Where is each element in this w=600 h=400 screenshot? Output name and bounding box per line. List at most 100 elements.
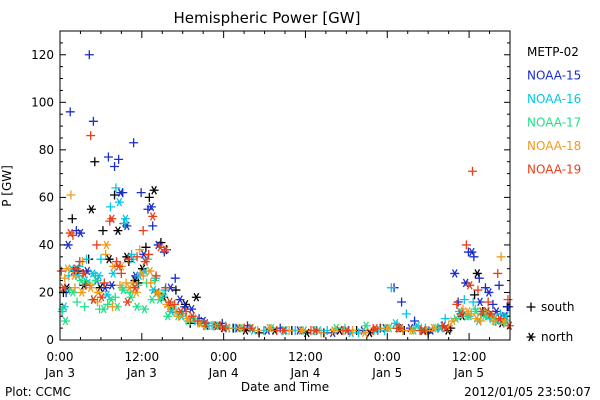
data-point-noaa-17-north	[163, 311, 173, 321]
data-point-noaa-15-south	[88, 116, 98, 126]
data-point-metp-02-south	[470, 290, 480, 300]
y-tick-label: 100	[31, 95, 54, 109]
data-point-metp-02-north	[149, 185, 159, 195]
data-point-noaa-19-north	[114, 261, 124, 271]
data-point-noaa-19-north	[486, 309, 496, 319]
data-point-noaa-16-south	[440, 314, 450, 324]
axes: 0 20 40 60 80 100 120 0:00 Jan 3 12:00 Jan 3 0:00 Ja…	[31, 31, 510, 380]
data-point-noaa-15-south	[410, 316, 420, 326]
data-point-noaa-15-south	[110, 161, 120, 171]
x-axis-label: Date and Time	[241, 380, 329, 394]
data-point-noaa-15-south	[103, 152, 113, 162]
x-tick-time-label: 0:00	[47, 350, 74, 364]
data-point-noaa-19-north	[88, 295, 98, 304]
data-point-noaa-19-north	[219, 323, 229, 333]
data-point-noaa-19-south	[75, 257, 85, 267]
data-point-noaa-18-north	[472, 314, 482, 323]
chart-title: Hemispheric Power [GW]	[174, 9, 361, 27]
data-point-noaa-17-north	[99, 304, 109, 314]
legend-entry: NOAA-15	[527, 69, 581, 83]
data-point-noaa-19-south	[123, 254, 133, 264]
y-tick-label: 40	[39, 238, 54, 252]
y-tick-label: 0	[46, 333, 54, 347]
data-point-noaa-19-south	[92, 240, 102, 250]
data-point-noaa-19-north	[97, 292, 107, 302]
data-point-noaa-15-north	[484, 288, 494, 297]
marker-legend-plus-icon	[526, 302, 536, 312]
data-point-noaa-17-north	[140, 304, 150, 314]
data-point-noaa-17-north	[361, 321, 371, 331]
data-point-metp-02-south	[67, 214, 77, 224]
data-point-noaa-19-south	[116, 268, 126, 278]
data-point-noaa-18-north	[131, 288, 141, 297]
data-point-noaa-17-north	[118, 285, 128, 295]
data-point-noaa-16-north	[88, 269, 98, 278]
data-point-noaa-18-north	[153, 288, 162, 297]
data-point-noaa-15-south	[65, 107, 75, 117]
data-point-noaa-19-north	[123, 297, 132, 307]
y-tick-label: 20	[39, 285, 54, 299]
data-point-noaa-19-north	[200, 319, 210, 328]
data-point-noaa-15-south	[170, 273, 180, 283]
data-point-noaa-18-south	[108, 302, 117, 312]
data-point-noaa-15-south	[474, 273, 484, 283]
x-tick-date-label: Jan 5	[371, 366, 402, 380]
plot-frame	[59, 30, 511, 341]
data-point-noaa-18-north	[145, 266, 155, 276]
data-point-noaa-19-north	[107, 214, 117, 224]
data-point-noaa-16-south	[459, 295, 469, 305]
data-point-noaa-17-north	[147, 295, 157, 304]
data-point-noaa-16-north	[120, 214, 130, 224]
data-point-noaa-18-north	[63, 264, 72, 274]
data-point-noaa-17-south	[150, 276, 160, 286]
data-point-noaa-19-north	[187, 311, 197, 321]
data-point-noaa-19-south	[151, 271, 161, 281]
data-point-noaa-18-north	[101, 240, 111, 250]
data-point-noaa-18-south	[70, 283, 80, 293]
data-point-noaa-19-south	[473, 285, 483, 295]
x-tick-time-label: 12:00	[288, 350, 323, 364]
data-point-noaa-19-south	[483, 297, 493, 307]
data-point-noaa-18-south	[174, 311, 184, 321]
data-point-noaa-19-north	[456, 309, 466, 319]
data-point-noaa-18-south	[60, 273, 70, 283]
data-point-noaa-19-north	[395, 323, 405, 333]
data-point-noaa-19-south	[468, 166, 477, 176]
data-point-noaa-19-south	[56, 266, 66, 276]
data-point-noaa-15-north	[100, 283, 110, 293]
data-point-noaa-19-north	[165, 297, 175, 307]
data-point-noaa-15-south	[180, 302, 190, 312]
data-point-metp-02-north	[113, 226, 123, 235]
legend-entry: METP-02	[527, 45, 579, 59]
data-point-noaa-18-north	[329, 326, 339, 335]
data-point-noaa-19-north	[465, 281, 475, 290]
data-point-noaa-19-north	[418, 326, 428, 335]
data-point-noaa-18-north	[360, 328, 370, 338]
x-tick-date-label: Jan 3	[126, 366, 157, 380]
data-point-noaa-18-north	[448, 316, 458, 326]
x-tick-time-label: 12:00	[452, 350, 487, 364]
data-point-noaa-19-north	[246, 323, 256, 333]
data-point-metp-02-south	[171, 285, 181, 295]
data-point-noaa-19-north	[477, 307, 487, 316]
data-point-noaa-19-north	[441, 323, 451, 333]
data-point-noaa-19-south	[144, 249, 154, 259]
data-point-noaa-19-south	[461, 240, 471, 250]
data-point-noaa-15-south	[453, 297, 463, 307]
data-point-noaa-18-north	[77, 288, 87, 297]
data-point-noaa-17-north	[60, 316, 70, 326]
data-point-noaa-18-south	[146, 278, 156, 288]
data-point-noaa-17-south	[103, 299, 113, 309]
legend-entry: NOAA-16	[527, 92, 581, 106]
data-point-noaa-19-south	[452, 299, 462, 309]
data-point-noaa-18-south	[101, 249, 111, 259]
data-point-noaa-18-south	[316, 328, 326, 338]
legend: METP-02 NOAA-15 NOAA-16 NOAA-17 NOAA-18 NOAA-…	[527, 45, 581, 177]
data-point-noaa-19-south	[99, 278, 109, 288]
data-point-noaa-19-south	[138, 226, 148, 236]
x-tick-date-label: Jan 4	[289, 366, 320, 380]
data-point-noaa-15-north	[450, 269, 460, 278]
data-point-noaa-19-north	[310, 326, 320, 335]
